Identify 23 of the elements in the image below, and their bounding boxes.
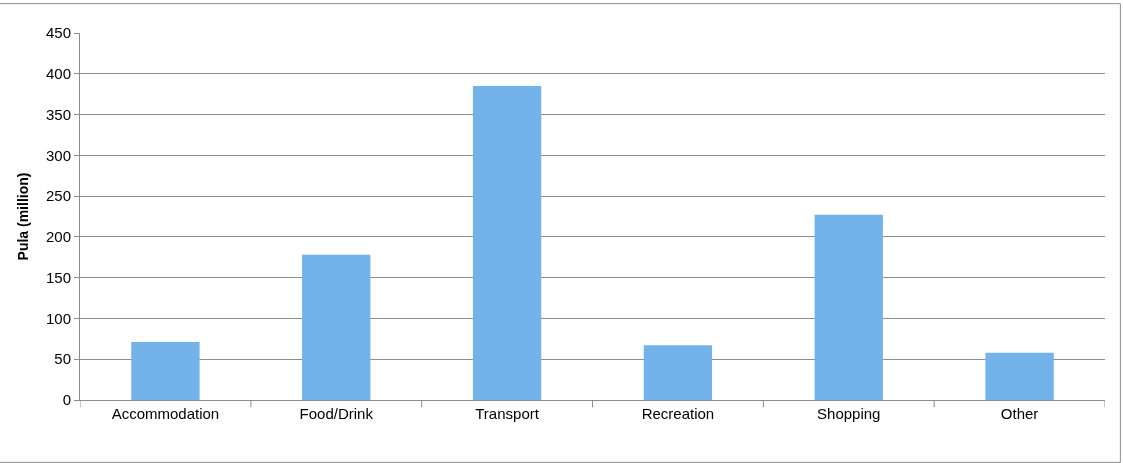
bar xyxy=(814,214,883,400)
y-tick-label: 200 xyxy=(45,228,71,246)
x-tick-label: Transport xyxy=(475,405,540,422)
bar xyxy=(643,345,713,400)
bar xyxy=(472,86,542,400)
y-axis-title: Pula (million) xyxy=(14,172,31,261)
y-tick-label: 250 xyxy=(45,187,71,205)
y-tick-label: 0 xyxy=(62,391,71,409)
y-tick-label: 350 xyxy=(45,105,71,123)
bar xyxy=(302,254,371,400)
y-tick-label: 400 xyxy=(45,65,71,83)
x-tick-label: Food/Drink xyxy=(299,405,374,422)
y-tick-label: 50 xyxy=(54,350,71,368)
y-tick-label: 450 xyxy=(45,24,71,42)
x-tick-label: Other xyxy=(1000,405,1039,422)
x-tick-label: Accommodation xyxy=(111,405,220,422)
y-tick-label: 100 xyxy=(45,309,71,327)
bar xyxy=(985,352,1054,400)
x-tick-label: Recreation xyxy=(641,405,715,422)
bar xyxy=(131,342,200,400)
x-tick-label: Shopping xyxy=(817,405,881,422)
y-tick-label: 150 xyxy=(45,268,71,286)
y-tick-label: 300 xyxy=(45,146,71,164)
